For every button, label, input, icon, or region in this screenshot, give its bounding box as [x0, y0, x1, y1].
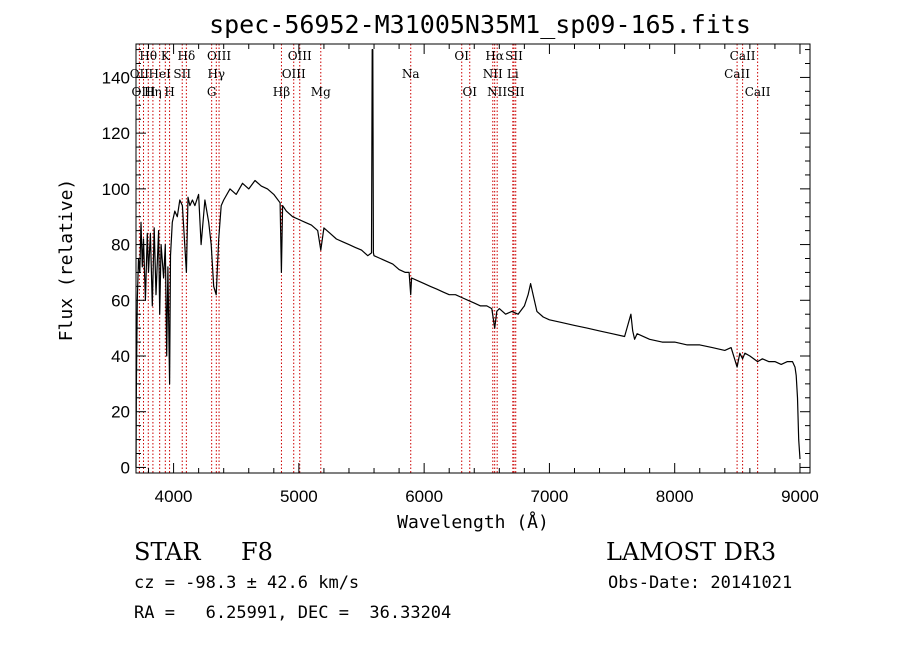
spectral-line-label: Hα: [485, 49, 504, 63]
spectral-line-label: CaII: [745, 85, 771, 99]
object-subclass: F8: [241, 538, 273, 566]
spectral-line-label: OIII: [288, 49, 312, 63]
plot-frame: [135, 43, 811, 474]
chart-title: spec-56952-M31005N35M1_sp09-165.fits: [209, 10, 751, 39]
spectral-line-label: SII: [173, 67, 191, 81]
spectral-line-label: Hθ: [139, 49, 157, 63]
redshift-text: cz = -98.3 ± 42.6 km/s: [134, 573, 360, 593]
spectral-line-label: SII: [505, 49, 523, 63]
x-tick-label: 7000: [531, 487, 569, 506]
x-tick-label: 9000: [781, 487, 819, 506]
spectral-line-label: SII: [507, 85, 525, 99]
spectral-line-label: Li: [507, 67, 519, 81]
spectral-line-label: CaII: [724, 67, 750, 81]
y-tick-label: 40: [111, 347, 130, 366]
x-tick-label: 4000: [155, 487, 193, 506]
spectral-line-label: NII: [487, 85, 507, 99]
spectral-line-label: OII: [130, 67, 150, 81]
spectral-line-label: Mg: [311, 85, 331, 99]
x-tick-label: 6000: [405, 487, 443, 506]
x-axis-label: Wavelength (Å): [397, 511, 549, 533]
spectral-line-label: Hδ: [178, 49, 196, 63]
y-tick-label: 20: [111, 403, 130, 422]
y-tick-label: 80: [111, 236, 130, 255]
coordinates: RA = 6.25991, DEC = 36.33204: [134, 603, 452, 623]
object-class: STAR: [134, 538, 201, 566]
x-tick-label: 5000: [280, 487, 318, 506]
survey-name: LAMOST DR3: [606, 538, 777, 566]
spectral-line-markers: [138, 44, 759, 473]
spectral-line-label: OIII: [282, 67, 306, 81]
y-tick-label: 0: [121, 458, 130, 477]
spectral-line-label: Na: [402, 67, 420, 81]
x-axis: 4000 5000 6000 7000 8000 9000: [148, 44, 819, 506]
spectral-line-label: CaII: [730, 49, 756, 63]
y-tick-label: 100: [102, 180, 130, 199]
spectral-line-label: Hη: [144, 85, 162, 99]
spectral-line-label: NII: [483, 67, 503, 81]
spectral-line-label: G: [207, 85, 217, 99]
spectral-line-label: H: [164, 85, 174, 99]
spectral-line-label: OI: [454, 49, 469, 63]
spectral-line-label: OIII: [131, 85, 155, 99]
spectral-line-label: HeI: [149, 67, 172, 81]
x-tick-label: 8000: [656, 487, 694, 506]
y-tick-label: 120: [102, 124, 130, 143]
spectral-line-labels: Hθ OII OIII K HeI Hη SII H Hδ OIII Hγ G OIII OIII Hβ Mg…: [130, 49, 771, 99]
spectral-line-label: Hβ: [273, 85, 290, 99]
y-axis-label: Flux (relative): [56, 179, 77, 342]
obs-date: Obs-Date: 20141021: [608, 573, 793, 593]
spectral-line-label: OI: [462, 85, 477, 99]
flux-line: [135, 48, 801, 468]
spectrum-series: [135, 48, 801, 468]
spectral-line-label: OIII: [207, 49, 231, 63]
spectral-line-label: K: [161, 49, 171, 63]
y-tick-label: 140: [102, 68, 130, 87]
spectral-line-label: Hγ: [207, 67, 225, 81]
y-axis: 0 20 40 60 80 100 120 140: [102, 49, 810, 477]
y-tick-label: 60: [111, 291, 130, 310]
